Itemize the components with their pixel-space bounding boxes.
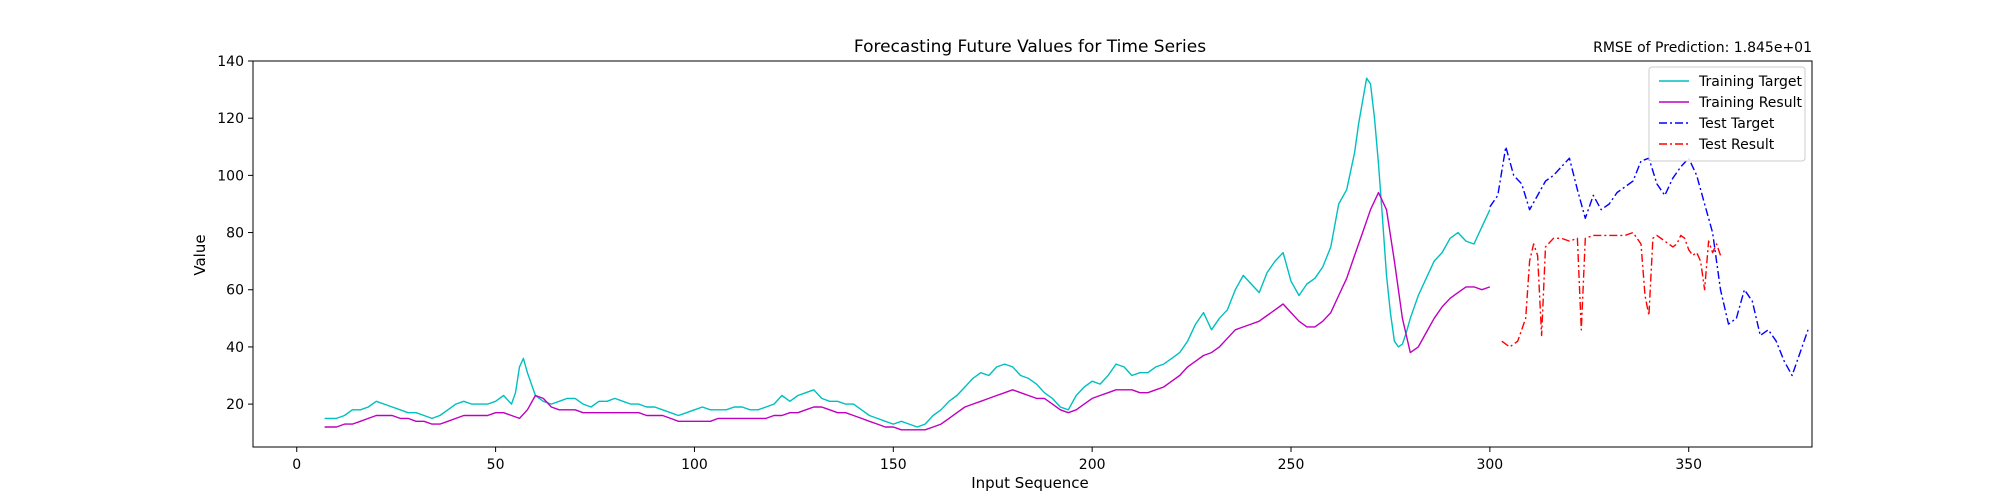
chart-title: Forecasting Future Values for Time Serie… xyxy=(854,37,1206,57)
legend-entry-label: Training Target xyxy=(1698,74,1803,90)
x-tick-label: 150 xyxy=(880,457,907,473)
y-tick-label: 60 xyxy=(226,283,244,299)
x-axis-label: Input Sequence xyxy=(971,474,1089,492)
y-axis-label: Value xyxy=(191,234,209,275)
rmse-annotation: RMSE of Prediction: 1.845e+01 xyxy=(1593,40,1812,56)
y-tick-label: 120 xyxy=(217,111,244,127)
x-tick-label: 300 xyxy=(1476,457,1503,473)
legend-entry-label: Training Result xyxy=(1698,95,1802,111)
x-tick-label: 0 xyxy=(292,457,301,473)
legend: Training Target Training Result Test Targe… xyxy=(1648,66,1806,162)
y-tick-label: 100 xyxy=(217,168,244,184)
y-tick-label: 20 xyxy=(226,397,244,413)
x-tick-label: 250 xyxy=(1278,457,1305,473)
axes-layer: 0 50 100 150 200 250 300 350 20 40 60 80 100 120 140 xyxy=(217,54,1813,473)
series-line-training-target xyxy=(324,77,1491,428)
x-tick-label: 350 xyxy=(1675,457,1702,473)
legend-box xyxy=(1648,66,1806,162)
y-tick-label: 140 xyxy=(217,54,244,70)
plot-frame xyxy=(252,60,1813,448)
y-tick-label: 40 xyxy=(226,340,244,356)
x-tick-label: 50 xyxy=(487,457,505,473)
series-line-test-result xyxy=(1501,231,1722,348)
series-line-training-result xyxy=(324,191,1491,431)
x-tick-label: 200 xyxy=(1079,457,1106,473)
y-tick-label: 80 xyxy=(226,226,244,242)
legend-entry-label: Test Target xyxy=(1698,116,1775,132)
x-tick-label: 100 xyxy=(681,457,708,473)
legend-entry-label: Test Result xyxy=(1698,137,1775,153)
